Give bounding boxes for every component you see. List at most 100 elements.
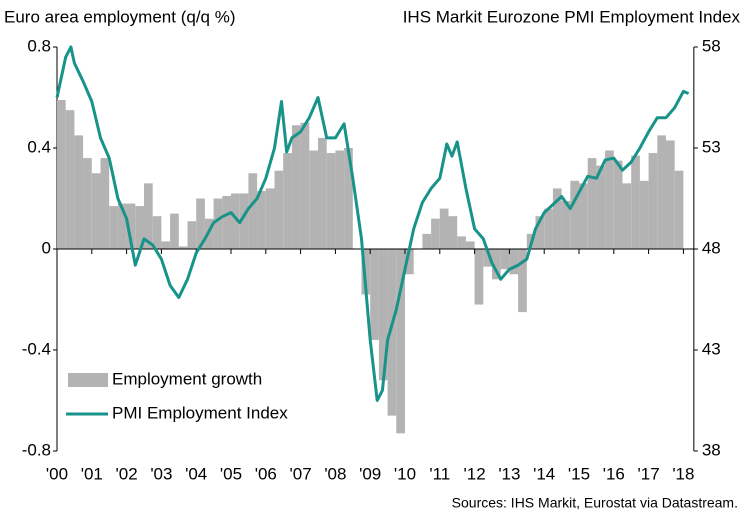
bar [213,198,223,249]
bar [405,249,414,275]
bar [509,249,519,275]
x-tick-label: '08 [324,464,346,483]
bar [117,203,127,249]
bar [483,249,492,267]
bar [257,190,266,249]
bar [596,165,606,249]
y2-tick-label: 58 [702,36,721,55]
bar [283,153,292,249]
x-tick-label: '07 [290,464,312,483]
y-tick-label: -0.8 [22,440,51,459]
x-tick-label: '05 [220,464,242,483]
bar [465,241,475,249]
bar [222,195,231,249]
legend-label: PMI Employment Index [112,403,288,422]
bar [674,170,684,249]
bar [65,110,75,249]
x-tick-label: '17 [638,464,660,483]
x-tick-label: '11 [429,464,450,483]
bar [439,208,449,249]
bar [74,135,84,249]
right-axis-title: IHS Markit Eurozone PMI Employment Index [403,7,741,26]
bar [657,135,666,249]
x-tick-label: '12 [464,464,486,483]
bar [144,183,153,249]
bar [83,158,92,249]
bar [431,218,440,249]
x-tick-label: '02 [116,464,138,483]
bar [178,246,188,249]
y2-tick-label: 38 [702,440,721,459]
bar [666,140,675,249]
bar [100,158,110,249]
x-tick-label: '16 [603,464,625,483]
bar [309,150,318,249]
bar [422,233,432,249]
bar [396,249,405,434]
bar [300,122,310,249]
bar [161,241,171,249]
bar [135,206,144,249]
bar [631,155,640,249]
bar [239,193,249,249]
bar [109,206,118,249]
bar [344,148,353,249]
bar [544,208,553,249]
x-tick-label: '18 [672,464,694,483]
source-note: Sources: IHS Markit, Eurostat via Datast… [452,495,738,511]
bar [570,180,579,249]
bar [387,249,397,416]
y-tick-label: 0.8 [27,36,51,55]
bar [622,183,632,249]
bar [605,150,614,249]
bar [187,221,197,249]
bar [361,249,371,295]
bar [378,249,388,381]
y-tick-label: -0.4 [22,339,51,358]
bar [326,153,336,249]
bar [57,100,66,250]
bar [126,203,136,249]
bar [518,249,527,313]
x-tick-label: '14 [533,464,555,483]
bar [335,150,345,249]
bar [474,249,484,305]
bar [370,249,379,340]
x-tick-label: '03 [150,464,172,483]
bar [231,193,240,249]
y2-tick-label: 48 [702,238,721,257]
bar [457,236,466,249]
x-tick-label: '01 [81,464,103,483]
bar [265,188,275,249]
bar [579,183,588,249]
y2-tick-label: 53 [702,137,721,156]
bar [291,125,301,249]
bar [535,216,545,249]
bar [170,213,179,249]
bar [492,249,501,280]
x-tick-label: '10 [394,464,416,483]
x-tick-label: '13 [498,464,520,483]
bar [248,173,258,249]
bar [552,188,562,249]
y2-tick-label: 43 [702,339,721,358]
y-tick-label: 0.4 [27,137,51,156]
x-tick-label: '06 [255,464,277,483]
bar [448,216,458,249]
x-tick-label: '00 [46,464,68,483]
x-tick-label: '15 [568,464,590,483]
bar [561,201,571,249]
bar [274,170,284,249]
bar [196,198,205,249]
x-tick-label: '04 [185,464,207,483]
legend-swatch [68,373,108,387]
x-tick-label: '09 [359,464,381,483]
bar [318,137,327,249]
bar [91,173,101,249]
legend-label: Employment growth [112,369,262,388]
bar [639,180,649,249]
pmi-line [55,45,690,402]
bar [587,158,597,249]
bar [500,249,510,270]
